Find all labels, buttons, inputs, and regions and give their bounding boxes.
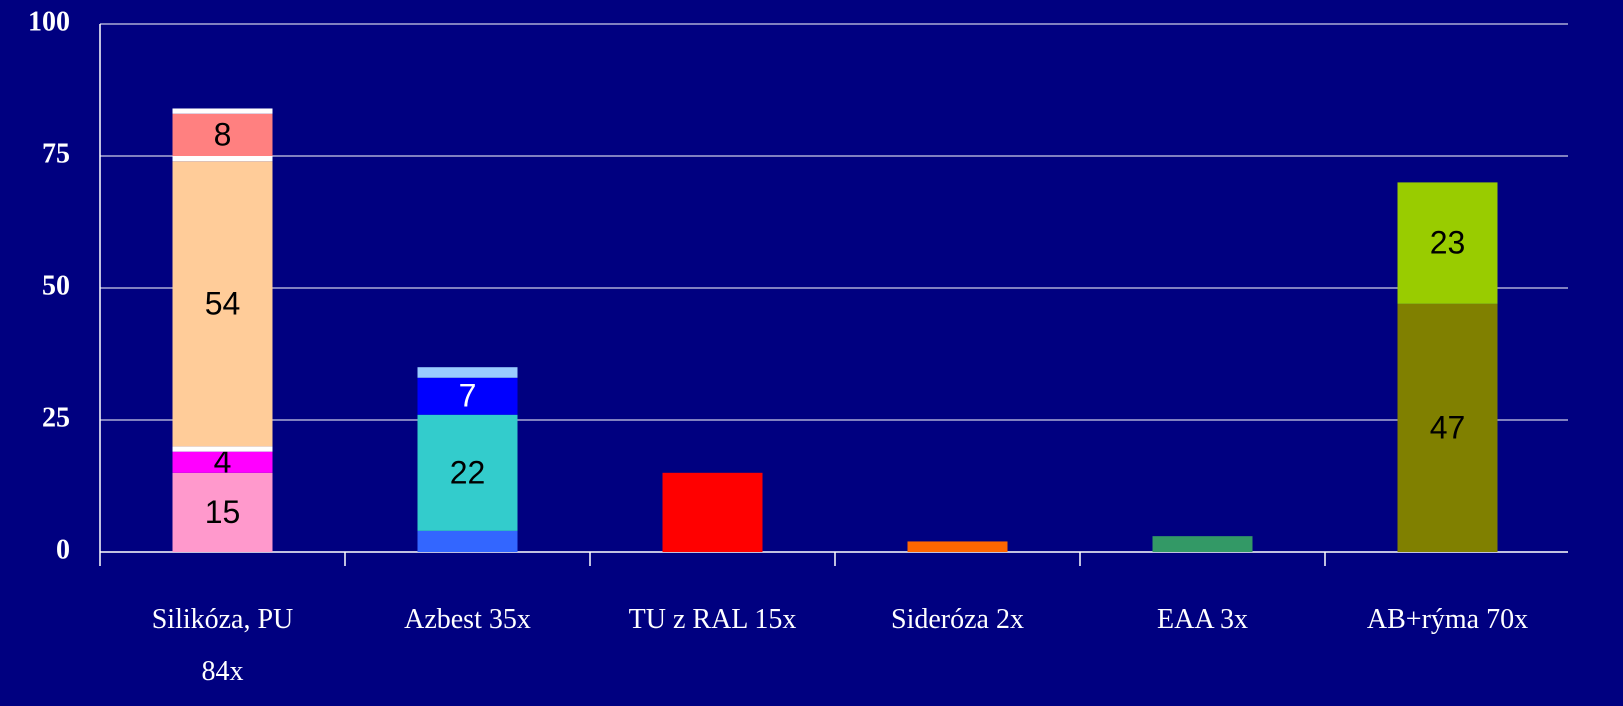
bar-segment [1397, 303, 1498, 552]
bar-segment [1397, 182, 1498, 304]
y-tick-label: 100 [28, 6, 70, 37]
value-label: 47 [1430, 409, 1466, 445]
value-label: 4 [214, 444, 232, 480]
bar-segment [172, 451, 273, 473]
bar-segment [417, 377, 518, 415]
x-tick-label: Silikóza, PU 84x [151, 604, 294, 687]
x-tick-label: Sideróza 2x [891, 604, 1024, 635]
x-tick-label: Azbest 35x [404, 604, 531, 635]
bar-segment [172, 113, 273, 156]
value-label: 15 [205, 494, 241, 530]
bar-segment [417, 367, 518, 378]
x-tick-label: TU z RAL 15x [628, 604, 797, 635]
value-label: 7 [459, 378, 477, 414]
bar-segment [662, 472, 763, 552]
bar-segment [172, 161, 273, 447]
y-tick-label: 0 [56, 534, 70, 565]
bar-segment [1152, 536, 1253, 552]
bar-segment [417, 414, 518, 531]
x-tick-label: EAA 3x [1157, 604, 1248, 635]
bar-segment [172, 156, 273, 162]
y-tick-label: 75 [42, 138, 70, 169]
x-tick-label: AB+rýma 70x [1366, 604, 1529, 635]
bar-segment [907, 541, 1008, 552]
bar-segment [172, 472, 273, 552]
value-label: 23 [1430, 225, 1466, 261]
value-label: 8 [214, 116, 232, 152]
bar-segment [172, 108, 273, 114]
value-label: 22 [450, 454, 486, 490]
bar-segment [417, 530, 518, 552]
value-label: 54 [205, 285, 241, 321]
bar-segment [172, 446, 273, 452]
y-tick-label: 50 [42, 270, 70, 301]
y-tick-label: 25 [42, 402, 70, 433]
